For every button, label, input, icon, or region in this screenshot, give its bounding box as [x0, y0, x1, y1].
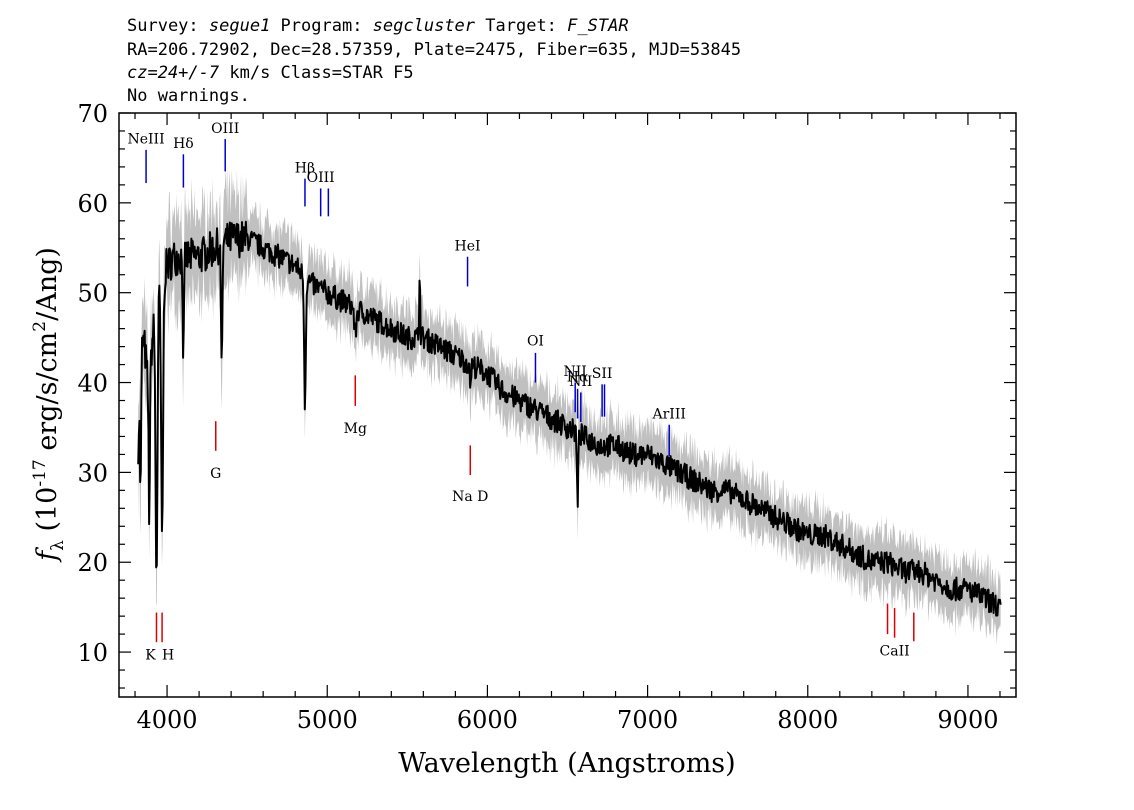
flux-layer: [137, 220, 1002, 617]
error-band-layer: [138, 164, 1001, 645]
y-tick-label: 40: [77, 370, 108, 398]
error-band: [138, 164, 1001, 645]
emission-label: ArIII: [652, 406, 686, 422]
x-tick-label: 5000: [297, 706, 358, 734]
y-axis-label: fλ (10-17 erg/s/cm2/Ang): [30, 247, 68, 563]
emission-label: NII: [564, 364, 587, 380]
emission-label: OIII: [211, 121, 239, 137]
y-tick-label: 50: [77, 280, 108, 308]
plot-frame-layer: [118, 112, 1017, 698]
emission-label: OIII: [307, 170, 335, 186]
absorption-label: G: [210, 466, 221, 482]
x-tick-label: 9000: [937, 706, 998, 734]
absorption-label: Mg: [344, 421, 367, 437]
tick-labels-layer: 4000 5000 6000 7000 8000 9000 10 20 30 40 50 60 70: [77, 100, 998, 734]
absorption-label: K: [145, 647, 156, 663]
emission-label: NeIII: [127, 132, 164, 148]
header-line-4: No warnings.: [127, 86, 250, 106]
absorption-label: Na D: [452, 489, 488, 505]
y-tick-label: 70: [77, 100, 108, 128]
x-tick-label: 8000: [777, 706, 838, 734]
x-axis-label: Wavelength (Angstroms): [398, 748, 735, 779]
emission-label: OI: [527, 334, 544, 350]
header-line-1: Survey: segue1 Program: segcluster Targe…: [127, 16, 629, 36]
plot-frame: [118, 112, 1017, 698]
emission-label: Hα: [567, 370, 589, 386]
emission-label: NII: [569, 374, 592, 390]
y-tick-label: 60: [77, 190, 108, 218]
y-tick-label: 10: [77, 639, 108, 667]
header-line-3: cz=24+/-7 km/s Class=STAR F5: [127, 63, 414, 83]
y-tick-label: 30: [77, 459, 108, 487]
emission-label: Hβ: [295, 160, 315, 176]
y-tick-label: 20: [77, 549, 108, 577]
x-tick-label: 4000: [137, 706, 198, 734]
absorption-label: H: [162, 647, 174, 663]
header-line-2: RA=206.72902, Dec=28.57359, Plate=2475, …: [127, 40, 741, 60]
y-axis-label-group: fλ (10-17 erg/s/cm2/Ang): [30, 247, 68, 563]
emission-label: Hδ: [173, 136, 194, 152]
x-tick-label: 7000: [617, 706, 678, 734]
x-tick-label: 6000: [457, 706, 518, 734]
emission-label: SII: [592, 366, 613, 382]
flux-series: [137, 220, 1002, 617]
absorption-label: CaII: [880, 644, 910, 660]
emission-label: HeI: [455, 238, 481, 254]
